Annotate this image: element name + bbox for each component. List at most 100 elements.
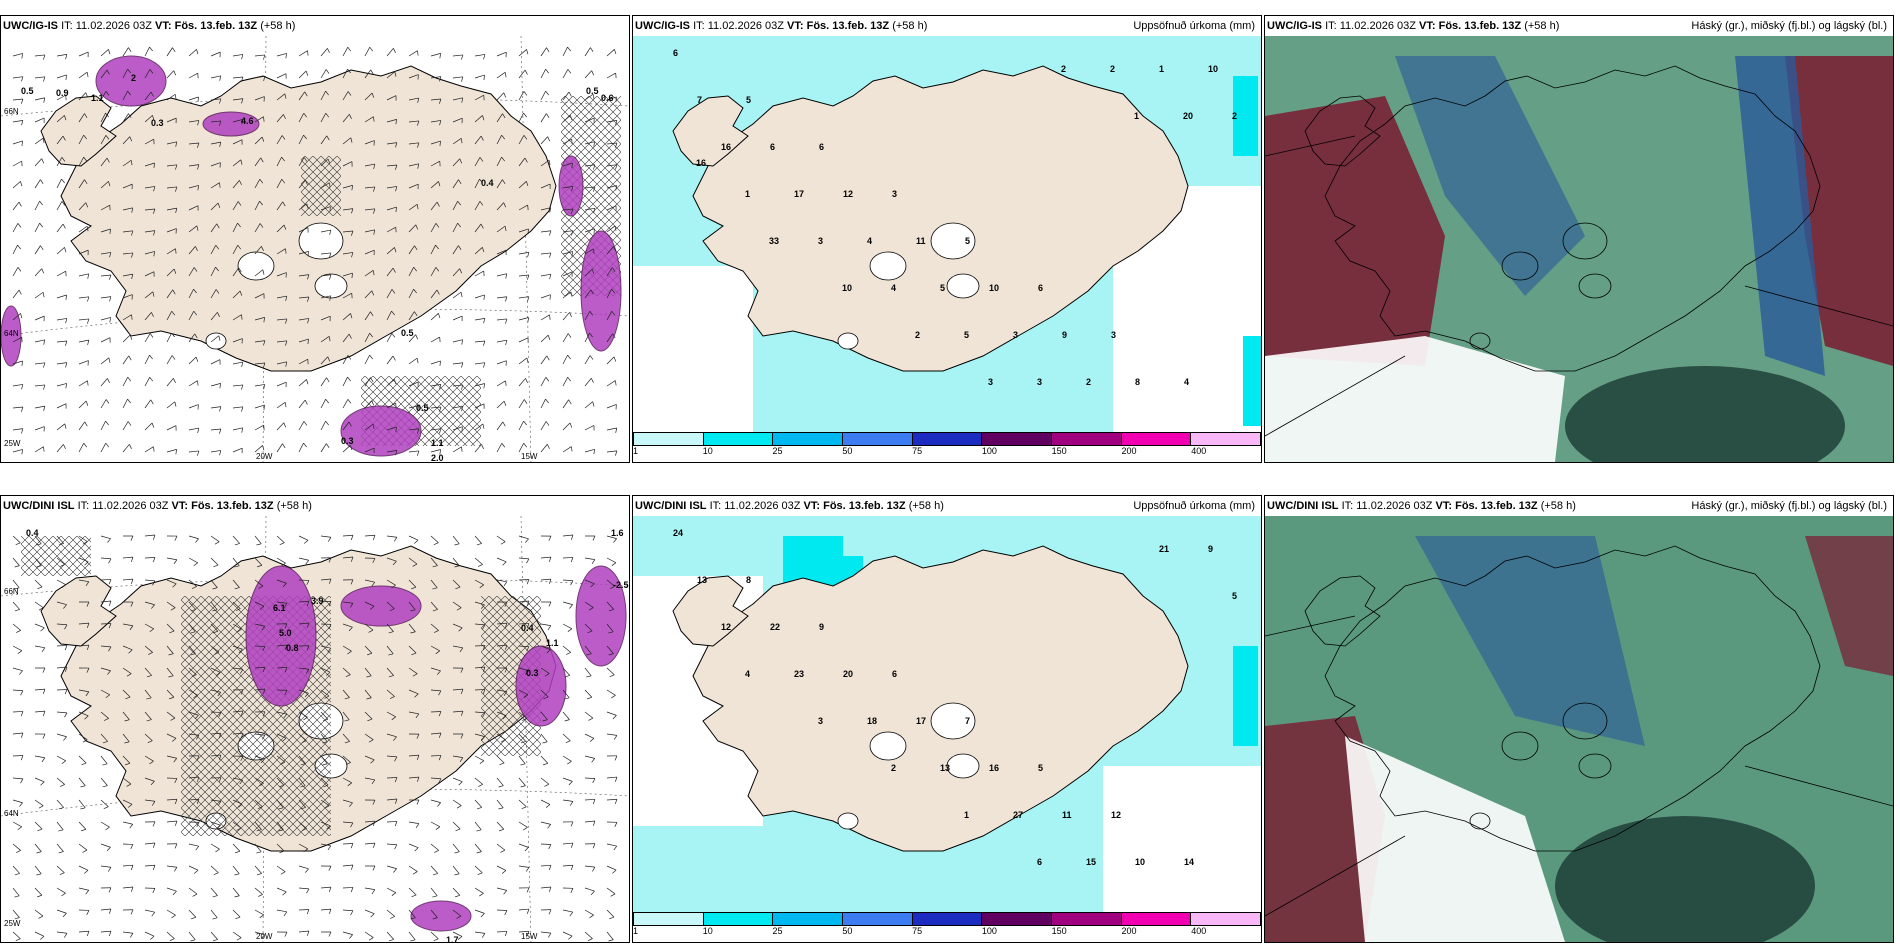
precip-value-label: 0.5 — [416, 403, 429, 413]
iceland-landmass — [40, 65, 557, 372]
valid-time: Fös. 13.feb. 13Z — [806, 20, 890, 32]
valid-time: Fös. 13.feb. 13Z — [1455, 500, 1538, 512]
precip-value-label: 0.4 — [481, 178, 494, 188]
precip-total-label: 12 — [721, 622, 731, 632]
valid-time-label: VT: — [1435, 500, 1453, 512]
axis-label-66n: 66N — [4, 587, 19, 596]
precip-value-label: 6.1 — [273, 603, 286, 613]
precip-total-label: 22 — [770, 622, 780, 632]
legend-tick-label: 25 — [772, 446, 783, 456]
panel-header: UWC/DINI ISL IT: 11.02.2026 03Z VT: Fös.… — [633, 496, 1261, 516]
domain-boundary — [1265, 615, 1893, 917]
wind-barbs — [12, 534, 618, 942]
precip-value-label: 5.0 — [279, 628, 292, 638]
valid-time-label: VT: — [171, 500, 189, 512]
legend-tick-label: 1 — [633, 446, 639, 456]
precip-total-label: 5 — [940, 283, 945, 293]
precip-value-label: 1.1 — [91, 93, 104, 103]
domain-boundary — [1265, 135, 1893, 437]
precip-total-label: 6 — [1038, 283, 1043, 293]
legend-swatch — [1121, 433, 1192, 445]
model-source: UWC/DINI ISL — [1267, 500, 1339, 512]
panel-top-mid-precip-map: UWC/IG-IS IT: 11.02.2026 03Z VT: Fös. 13… — [632, 15, 1262, 463]
wind-precip-map: 0.5 0.9 1.120.3 4.60.50.60.40.50.3 1.12.00.5… — [1, 36, 629, 462]
iceland-outline — [1304, 65, 1821, 372]
axis-label-64n: 64N — [4, 809, 19, 818]
precip-total-label: 20 — [1183, 111, 1193, 121]
precip-total-label: 23 — [794, 669, 804, 679]
precip-total-label: 3 — [1037, 377, 1042, 387]
precip-blob — [202, 111, 260, 137]
init-time: IT: 11.02.2026 03Z — [1341, 500, 1433, 512]
precip-total-label: 3 — [818, 716, 823, 726]
precip-total-label: 2 — [915, 330, 920, 340]
precip-total-label: 6 — [673, 48, 678, 58]
precip-legend: 1 10 25 50 75 100 150 200 400 — [633, 432, 1261, 456]
precip-value-label: 1.6 — [611, 528, 624, 538]
legend-tick-label: 100 — [981, 926, 997, 936]
precip-total-label: 2 — [1110, 64, 1115, 74]
panel-title: Háský (gr.), miðský (fj.bl.) og lágský (… — [1691, 500, 1887, 512]
precip-total-label: 15 — [1086, 857, 1096, 867]
init-time: IT: 11.02.2026 03Z — [709, 500, 801, 512]
legend-tick-label: 75 — [912, 926, 923, 936]
precip-value-label: 3.9 — [311, 596, 324, 606]
precip-blob — [340, 585, 422, 627]
precip-total-label: 27 — [1013, 810, 1023, 820]
accumulated-precip-map: 2489675121413222017161110912231813271521… — [633, 516, 1261, 916]
iceland-landmass — [672, 545, 1189, 852]
precip-value-label: 0.3 — [526, 668, 539, 678]
legend-tick-label: 75 — [912, 446, 923, 456]
precip-value-label: 0.6 — [601, 93, 614, 103]
cloud-cover-map — [1265, 516, 1893, 942]
precip-total-label: 2 — [1232, 111, 1237, 121]
precip-total-label: 6 — [770, 142, 775, 152]
panel-header: UWC/IG-IS IT: 11.02.2026 03Z VT: Fös. 13… — [1265, 16, 1893, 36]
axis-label-15w: 15W — [521, 452, 538, 461]
precip-value-label: 0.9 — [56, 88, 69, 98]
panel-title: Uppsöfnuð úrkoma (mm) — [1133, 20, 1255, 32]
precip-total-label: 17 — [794, 189, 804, 199]
precip-total-label: 1 — [964, 810, 969, 820]
precip-value-label: 2.0 — [431, 453, 444, 462]
accumulated-precip-map: 6563563476121110981016174532121345322016… — [633, 36, 1261, 436]
precip-total-label: 2 — [1061, 64, 1066, 74]
legend-swatch — [1052, 433, 1122, 445]
legend-swatch — [634, 913, 704, 925]
legend-swatch — [1191, 433, 1261, 445]
precip-total-label: 7 — [965, 716, 970, 726]
precip-total-label: 6 — [819, 142, 824, 152]
precip-blob — [95, 55, 167, 107]
precip-total-label: 1 — [1159, 64, 1164, 74]
precip-total-label: 24 — [673, 528, 683, 538]
legend-swatch — [843, 913, 913, 925]
precip-blob — [1, 305, 22, 367]
model-source: UWC/IG-IS — [1267, 20, 1322, 32]
legend-swatch — [982, 433, 1053, 445]
precip-total-label: 16 — [696, 158, 706, 168]
panel-header: UWC/DINI ISL IT: 11.02.2026 03Z VT: Fös.… — [1, 496, 629, 516]
precip-value-label: 1.7 — [446, 935, 459, 942]
legend-swatch — [703, 433, 774, 445]
model-source: UWC/DINI ISL — [635, 500, 707, 512]
legend-swatch — [912, 433, 983, 445]
legend-swatch — [843, 433, 913, 445]
legend-tick-label: 100 — [981, 446, 997, 456]
precip-total-label: 17 — [916, 716, 926, 726]
precip-blob — [410, 900, 472, 932]
valid-time: Fös. 13.feb. 13Z — [191, 500, 274, 512]
legend-swatch — [773, 433, 844, 445]
valid-time: Fös. 13.feb. 13Z — [174, 20, 258, 32]
precip-total-label: 5 — [746, 95, 751, 105]
panel-top-right-cloud-map: UWC/IG-IS IT: 11.02.2026 03Z VT: Fös. 13… — [1264, 15, 1894, 463]
precip-value-label: 0.4 — [521, 623, 534, 633]
init-time: IT: 11.02.2026 03Z — [77, 500, 169, 512]
wind-barbs — [12, 46, 618, 456]
lead-time: (+58 h) — [1524, 20, 1560, 32]
axis-label-15w: 15W — [521, 932, 538, 941]
precip-total-label: 16 — [721, 142, 731, 152]
precip-total-label: 8 — [746, 575, 751, 585]
precip-total-label: 4 — [867, 236, 872, 246]
precip-total-label: 3 — [892, 189, 897, 199]
legend-tick-label: 150 — [1051, 446, 1067, 456]
